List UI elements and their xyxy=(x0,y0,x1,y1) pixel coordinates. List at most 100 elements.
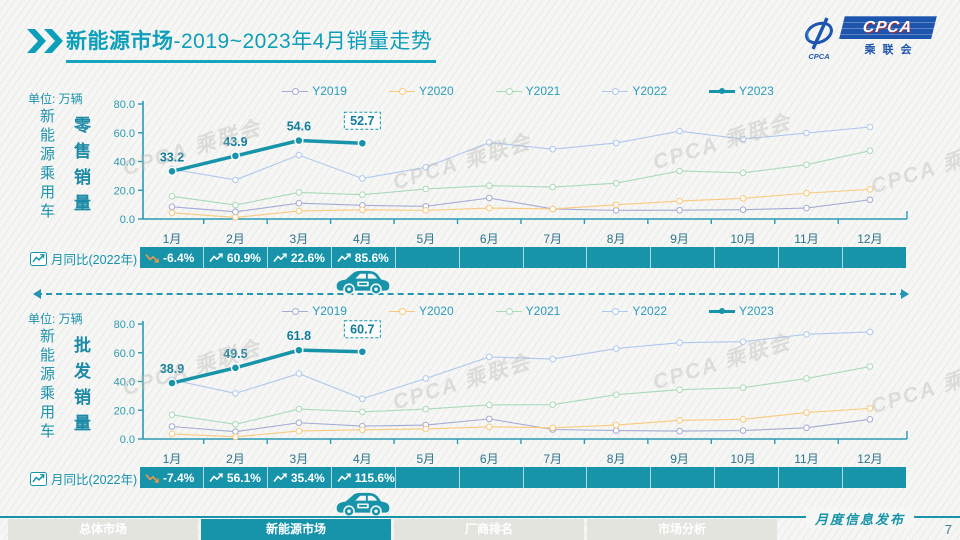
legend-item-Y2020: Y2020 xyxy=(388,84,454,98)
page-title-rest: -2019~2023年4月销量走势 xyxy=(173,30,433,53)
svg-text:CPCA: CPCA xyxy=(808,52,829,61)
cpca-cn-name: 乘联会 xyxy=(864,44,919,56)
cpca-wordmark: CPCA xyxy=(839,16,937,39)
legend-label: Y2023 xyxy=(739,304,774,318)
month-label: 5月 xyxy=(416,232,436,246)
double-chevron-icon xyxy=(27,29,67,53)
month-label: 8月 xyxy=(606,452,626,466)
yoy-value: 115.6% xyxy=(354,470,395,485)
yoy-row-label: 月同比(2022年) xyxy=(30,469,137,488)
series-Y2020 xyxy=(168,186,874,221)
month-label: 4月 xyxy=(353,232,372,246)
footer-tab-市场分析: 市场分析 xyxy=(587,519,777,540)
legend-item-Y2022: Y2022 xyxy=(602,84,667,98)
series-Y2023: 38.9 49.5 61.8 60.7 xyxy=(160,320,381,388)
yoy-cell xyxy=(715,467,780,488)
yoy-cell xyxy=(779,247,844,268)
series-Y2021 xyxy=(168,147,874,209)
yoy-cell: 56.1% xyxy=(204,467,268,488)
yoy-cell xyxy=(587,467,652,488)
boxed-data-label-frame xyxy=(343,320,381,339)
month-label: 1月 xyxy=(162,452,182,466)
month-label: 7月 xyxy=(543,452,563,466)
cpca-logo: CPCA CPCA 乘联会 xyxy=(800,16,942,64)
legend-item-Y2021: Y2021 xyxy=(495,304,560,318)
legend-label: Y2020 xyxy=(418,84,454,98)
legend-label: Y2022 xyxy=(632,304,668,318)
legend-label: Y2020 xyxy=(418,304,454,318)
yoy-bar: -7.4% 56.1% 35.4% 115.6% xyxy=(140,467,906,488)
divider-arrow-right-icon xyxy=(901,289,914,299)
svg-text:20.0: 20.0 xyxy=(114,185,135,197)
legend-marker-Y2022 xyxy=(602,87,629,95)
legend-label: Y2022 xyxy=(632,84,668,98)
svg-text:20.0: 20.0 xyxy=(114,405,135,417)
yoy-cell: 115.6% xyxy=(332,467,396,488)
month-label: 3月 xyxy=(289,232,309,246)
trend-up-icon xyxy=(337,472,351,482)
car-icon xyxy=(336,270,390,295)
month-label: 11月 xyxy=(794,452,819,466)
yoy-value: -6.4% xyxy=(163,250,195,265)
month-label: 4月 xyxy=(353,452,372,466)
yoy-value: -7.4% xyxy=(163,470,195,485)
svg-text:60.0: 60.0 xyxy=(114,128,135,140)
x-axis xyxy=(143,211,908,224)
footer-rule xyxy=(0,516,960,518)
yoy-cell xyxy=(587,247,652,268)
legend-marker-Y2020 xyxy=(388,87,415,95)
measure-label-retail: 零售销量 xyxy=(71,116,90,220)
trend-up-icon xyxy=(273,252,287,262)
yoy-cell xyxy=(651,247,716,268)
footer-tab-总体市场: 总体市场 xyxy=(8,519,198,540)
measure-label-wholesale: 批发销量 xyxy=(71,336,90,440)
legend-item-Y2019: Y2019 xyxy=(282,304,347,318)
yoy-cell: -7.4% xyxy=(140,467,204,488)
yoy-cell: 85.6% xyxy=(332,247,396,268)
x-axis xyxy=(143,431,908,444)
yoy-cell xyxy=(843,467,906,488)
yoy-cell: -6.4% xyxy=(140,247,204,268)
page-title-bold: 新能源市场 xyxy=(66,30,174,53)
series-Y2020 xyxy=(168,405,874,441)
svg-text:40.0: 40.0 xyxy=(114,157,135,169)
data-label: 54.6 xyxy=(287,120,311,134)
car-icon xyxy=(336,492,390,517)
trend-chart-icon xyxy=(30,251,47,266)
footer-tab-厂商排名: 厂商排名 xyxy=(394,519,584,540)
series-Y2019 xyxy=(168,415,874,435)
yoy-cell: 22.6% xyxy=(268,247,332,268)
month-label: 12月 xyxy=(857,452,883,466)
data-label: 52.7 xyxy=(350,114,374,128)
wholesale-line-chart: 0.0 20.0 40.0 60.0 80.0 38.9 49.5 61.8 60.7 xyxy=(114,319,908,446)
svg-text:80.0: 80.0 xyxy=(114,99,135,111)
svg-text:0.0: 0.0 xyxy=(120,214,135,226)
trend-up-icon xyxy=(273,472,287,482)
yoy-cell xyxy=(843,247,906,268)
yoy-cell xyxy=(396,247,460,268)
legend-marker-Y2023 xyxy=(709,87,736,95)
data-label: 49.5 xyxy=(223,347,247,361)
report-note: 月度信息发布 xyxy=(805,509,914,528)
group-label: 新能源乘用车 xyxy=(38,108,55,222)
legend-marker-Y2020 xyxy=(388,307,415,315)
series-Y2021 xyxy=(168,363,874,428)
legend-marker-Y2022 xyxy=(602,307,629,315)
yoy-bar: -6.4% 60.9% 22.6% 85.6% xyxy=(140,247,906,268)
legend-label: Y2023 xyxy=(739,84,774,98)
month-label: 6月 xyxy=(479,232,499,246)
trend-down-icon xyxy=(145,473,159,483)
data-label: 33.2 xyxy=(160,150,184,164)
trend-up-icon xyxy=(337,252,351,262)
yoy-cell xyxy=(524,247,588,268)
trend-chart-icon xyxy=(30,471,47,486)
yoy-cell xyxy=(460,247,524,268)
legend-item-Y2021: Y2021 xyxy=(495,84,560,98)
trend-up-icon xyxy=(209,252,223,262)
svg-text:0.0: 0.0 xyxy=(120,434,135,446)
divider-arrow-left-icon xyxy=(28,289,41,299)
month-label: 12月 xyxy=(857,232,883,246)
footer-tabs: 总体市场 新能源市场 厂商排名 市场分析 xyxy=(8,519,777,540)
month-label: 3月 xyxy=(289,452,309,466)
